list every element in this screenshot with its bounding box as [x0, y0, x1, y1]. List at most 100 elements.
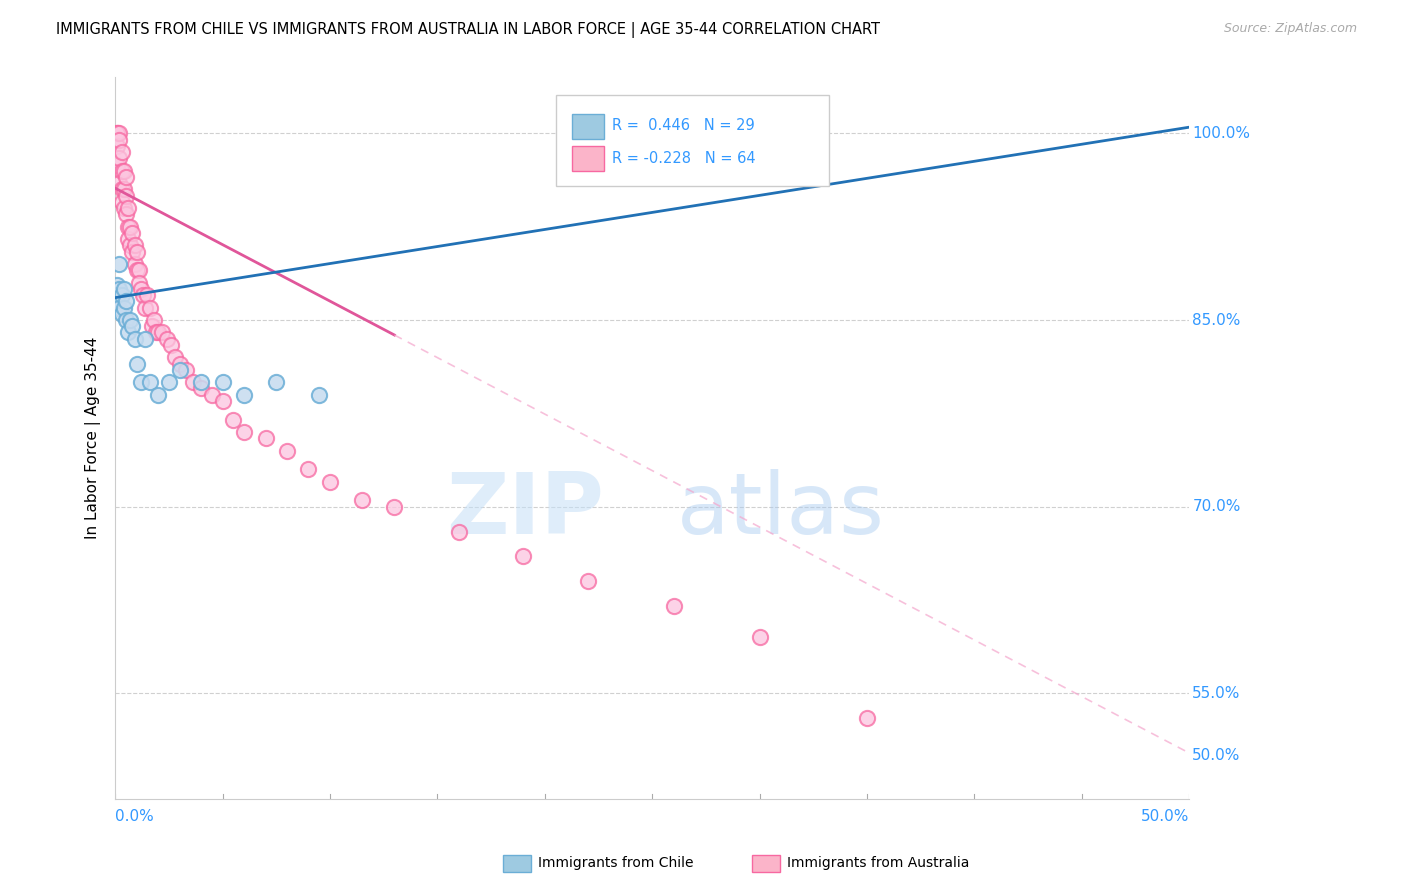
Point: [146, 326, 169, 340]
FancyBboxPatch shape: [572, 146, 603, 171]
Point: [111, 163, 134, 178]
Point: [190, 376, 212, 390]
Point: [117, 201, 139, 215]
Point: [276, 443, 298, 458]
Point: [111, 182, 134, 196]
Point: [512, 549, 534, 564]
Point: [146, 387, 169, 401]
Text: 0.0%: 0.0%: [115, 809, 153, 824]
Point: [211, 393, 233, 408]
Point: [124, 238, 146, 252]
Bar: [503, 855, 531, 872]
Point: [117, 219, 139, 234]
Point: [115, 313, 138, 327]
Point: [233, 425, 256, 439]
Text: R = -0.228   N = 64: R = -0.228 N = 64: [613, 151, 756, 166]
Point: [121, 244, 143, 259]
Point: [254, 431, 277, 445]
Point: [115, 169, 138, 184]
Point: [108, 151, 131, 165]
Point: [120, 219, 142, 234]
Point: [233, 387, 256, 401]
Point: [181, 376, 204, 390]
Text: 70.0%: 70.0%: [1192, 500, 1240, 514]
Point: [117, 232, 139, 246]
Text: 85.0%: 85.0%: [1192, 312, 1240, 327]
Point: [117, 326, 139, 340]
Text: ZIP: ZIP: [446, 469, 603, 552]
Text: 50.0%: 50.0%: [1140, 809, 1189, 824]
Point: [124, 332, 146, 346]
Point: [141, 319, 163, 334]
FancyBboxPatch shape: [572, 113, 603, 139]
Point: [134, 332, 156, 346]
Point: [157, 376, 180, 390]
Point: [128, 263, 150, 277]
Point: [112, 282, 135, 296]
Point: [111, 145, 134, 159]
Point: [134, 301, 156, 315]
Text: 50.0%: 50.0%: [1192, 748, 1240, 763]
Point: [120, 238, 142, 252]
Point: [121, 226, 143, 240]
Point: [115, 207, 138, 221]
Point: [108, 127, 131, 141]
Point: [222, 412, 245, 426]
Text: Immigrants from Chile: Immigrants from Chile: [538, 856, 695, 871]
Point: [132, 288, 155, 302]
Point: [174, 363, 197, 377]
Point: [129, 376, 152, 390]
Point: [105, 288, 128, 302]
Point: [145, 326, 167, 340]
Bar: [752, 855, 780, 872]
Point: [108, 133, 131, 147]
Point: [297, 462, 319, 476]
Text: 100.0%: 100.0%: [1192, 126, 1250, 141]
Point: [120, 313, 142, 327]
Point: [165, 351, 187, 365]
Point: [125, 357, 148, 371]
Point: [105, 127, 128, 141]
Point: [706, 127, 728, 141]
Point: [128, 276, 150, 290]
Point: [125, 244, 148, 259]
FancyBboxPatch shape: [555, 95, 830, 186]
Point: [112, 301, 135, 315]
Point: [662, 599, 685, 614]
Point: [108, 301, 131, 315]
Point: [352, 493, 374, 508]
Point: [129, 282, 152, 296]
Point: [105, 294, 128, 309]
Point: [115, 188, 138, 202]
Point: [112, 182, 135, 196]
Text: R =  0.446   N = 29: R = 0.446 N = 29: [613, 119, 755, 133]
Point: [105, 127, 128, 141]
Point: [211, 376, 233, 390]
Point: [201, 387, 224, 401]
Point: [169, 357, 191, 371]
Point: [108, 176, 131, 190]
Point: [152, 326, 174, 340]
Y-axis label: In Labor Force | Age 35-44: In Labor Force | Age 35-44: [86, 337, 101, 540]
Point: [308, 387, 330, 401]
Text: Source: ZipAtlas.com: Source: ZipAtlas.com: [1223, 22, 1357, 36]
Point: [121, 319, 143, 334]
Point: [112, 163, 135, 178]
Point: [108, 282, 131, 296]
Point: [748, 630, 770, 644]
Point: [384, 500, 406, 514]
Point: [105, 157, 128, 171]
Point: [105, 139, 128, 153]
Point: [136, 288, 159, 302]
Point: [856, 711, 879, 725]
Point: [169, 363, 191, 377]
Point: [266, 376, 288, 390]
Point: [111, 307, 134, 321]
Point: [156, 332, 179, 346]
Text: 55.0%: 55.0%: [1192, 686, 1240, 701]
Text: Immigrants from Australia: Immigrants from Australia: [787, 856, 970, 871]
Point: [142, 313, 165, 327]
Point: [111, 288, 134, 302]
Point: [105, 278, 128, 293]
Point: [125, 263, 148, 277]
